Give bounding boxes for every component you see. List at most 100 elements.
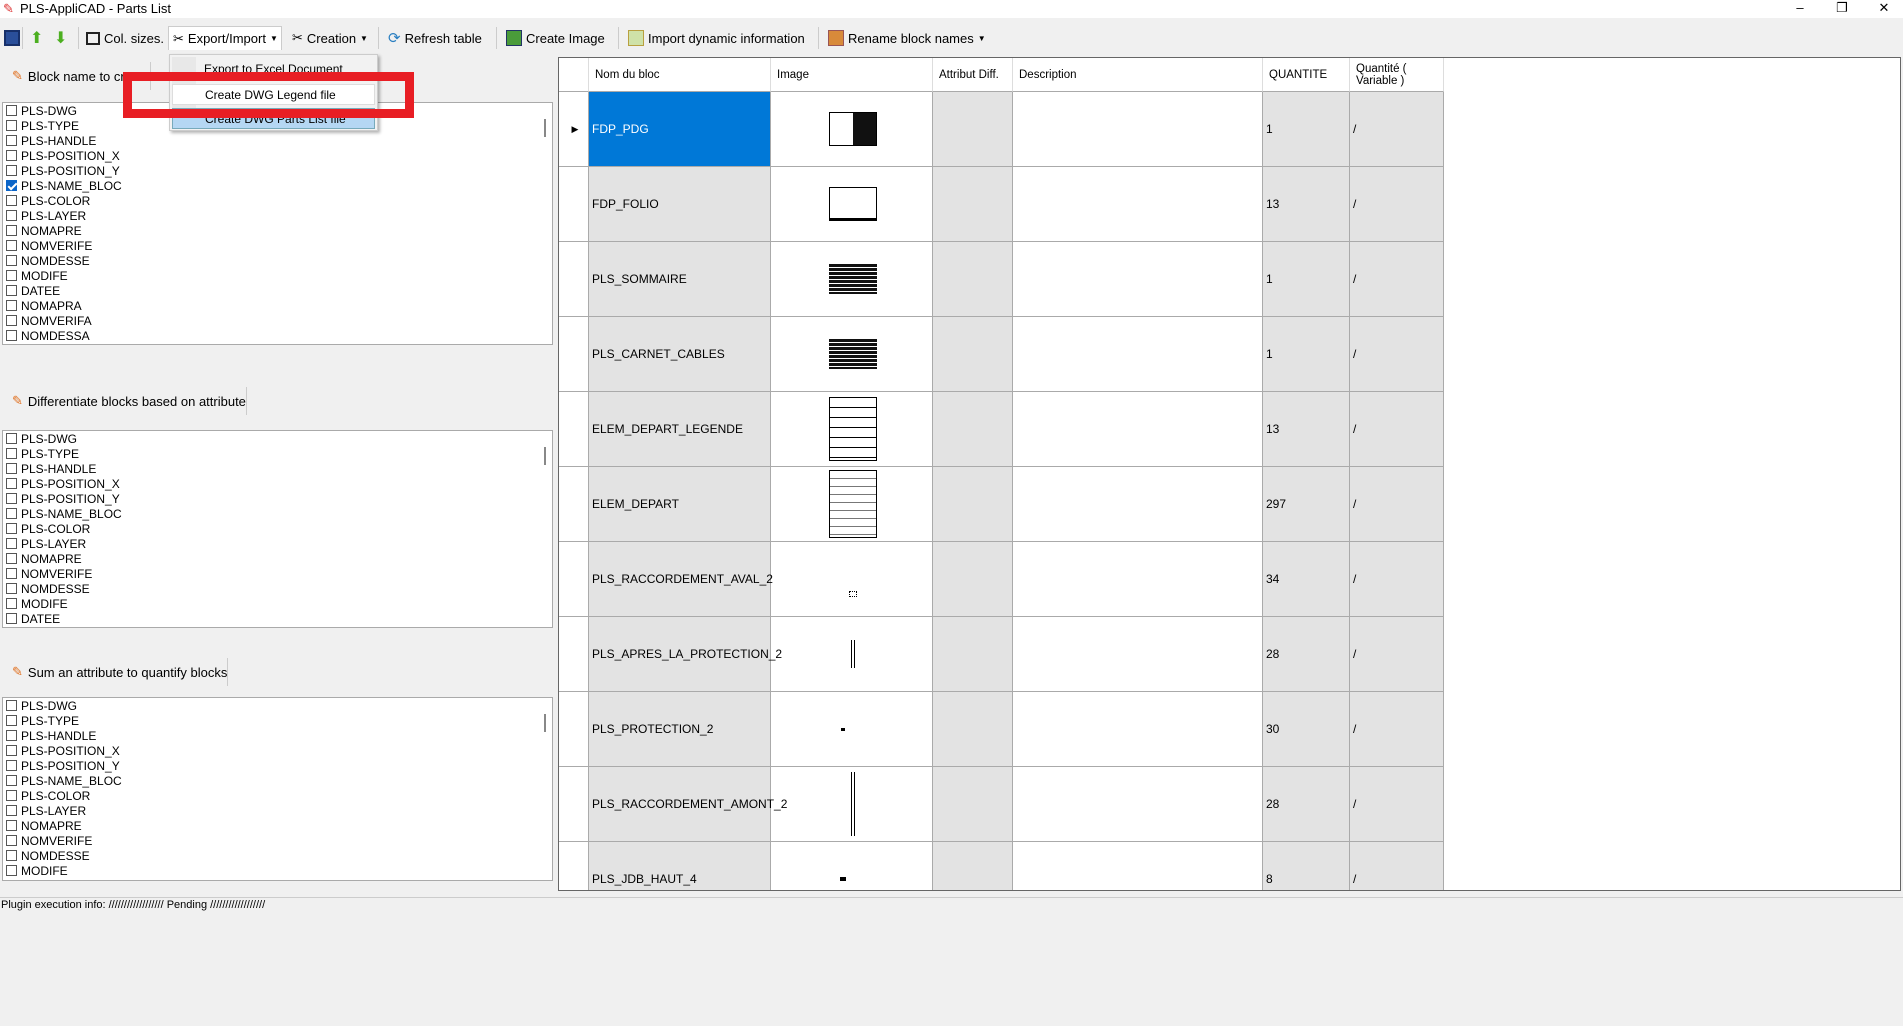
- list-item[interactable]: NOMAPRA: [3, 298, 552, 313]
- cell-quantite-variable[interactable]: /: [1350, 242, 1444, 317]
- rename-block-names-dropdown[interactable]: Rename block names ▼: [824, 26, 990, 50]
- row-header[interactable]: [559, 617, 589, 692]
- cell-attribut-diff[interactable]: [933, 842, 1013, 890]
- list-item[interactable]: PLS-LAYER: [3, 803, 552, 818]
- checkbox[interactable]: [6, 523, 17, 534]
- checkbox[interactable]: [6, 448, 17, 459]
- cell-description[interactable]: [1013, 167, 1263, 242]
- cell-attribut-diff[interactable]: [933, 92, 1013, 167]
- row-header[interactable]: [559, 692, 589, 767]
- creation-dropdown[interactable]: ✂ Creation ▼: [288, 26, 372, 50]
- cell-image[interactable]: [771, 617, 933, 692]
- row-header[interactable]: [559, 392, 589, 467]
- cell-quantite[interactable]: 28: [1263, 767, 1350, 842]
- cell-image[interactable]: [771, 467, 933, 542]
- list-item[interactable]: PLS-COLOR: [3, 788, 552, 803]
- row-header[interactable]: [559, 542, 589, 617]
- list-item[interactable]: PLS-HANDLE: [3, 461, 552, 476]
- list-item[interactable]: NOMDESSE: [3, 581, 552, 596]
- col-description-header[interactable]: Description: [1013, 58, 1263, 92]
- list-item[interactable]: PLS-POSITION_Y: [3, 163, 552, 178]
- list-item[interactable]: PLS-TYPE: [3, 118, 552, 133]
- row-header[interactable]: [559, 842, 589, 890]
- cell-quantite[interactable]: 13: [1263, 167, 1350, 242]
- checkbox[interactable]: [6, 568, 17, 579]
- cell-description[interactable]: [1013, 92, 1263, 167]
- cell-description[interactable]: [1013, 467, 1263, 542]
- checkbox[interactable]: [6, 508, 17, 519]
- checkbox[interactable]: [6, 433, 17, 444]
- cell-attribut-diff[interactable]: [933, 242, 1013, 317]
- cell-description[interactable]: [1013, 317, 1263, 392]
- checkbox[interactable]: [6, 745, 17, 756]
- checkbox[interactable]: [6, 105, 17, 116]
- list-item[interactable]: NOMAPRE: [3, 818, 552, 833]
- col-image-header[interactable]: Image: [771, 58, 933, 92]
- list-item[interactable]: DATEE: [3, 611, 552, 626]
- cell-attribut-diff[interactable]: [933, 542, 1013, 617]
- cell-quantite-variable[interactable]: /: [1350, 617, 1444, 692]
- checkbox[interactable]: [6, 240, 17, 251]
- row-header[interactable]: [559, 317, 589, 392]
- list-item[interactable]: PLS-DWG: [3, 698, 552, 713]
- cell-attribut-diff[interactable]: [933, 317, 1013, 392]
- checkbox[interactable]: [6, 850, 17, 861]
- checkbox[interactable]: [6, 165, 17, 176]
- col-quantite-variable-header[interactable]: Quantité ( Variable ): [1350, 58, 1444, 92]
- checkbox[interactable]: [6, 135, 17, 146]
- checkbox[interactable]: [6, 700, 17, 711]
- cell-quantite-variable[interactable]: /: [1350, 842, 1444, 890]
- minimize-button[interactable]: –: [1796, 0, 1804, 15]
- cell-description[interactable]: [1013, 842, 1263, 890]
- cell-image[interactable]: [771, 242, 933, 317]
- list-item[interactable]: PLS-COLOR: [3, 193, 552, 208]
- checkbox[interactable]: [6, 820, 17, 831]
- cell-block-name[interactable]: FDP_PDG: [589, 92, 771, 167]
- cell-attribut-diff[interactable]: [933, 617, 1013, 692]
- cell-attribut-diff[interactable]: [933, 392, 1013, 467]
- cell-quantite[interactable]: 28: [1263, 617, 1350, 692]
- list-item[interactable]: PLS-POSITION_X: [3, 743, 552, 758]
- cell-block-name[interactable]: PLS_SOMMAIRE: [589, 242, 771, 317]
- checkbox[interactable]: [6, 285, 17, 296]
- cell-quantite[interactable]: 1: [1263, 92, 1350, 167]
- cell-attribut-diff[interactable]: [933, 167, 1013, 242]
- checkbox[interactable]: [6, 493, 17, 504]
- cell-quantite-variable[interactable]: /: [1350, 692, 1444, 767]
- list-item[interactable]: PLS-HANDLE: [3, 133, 552, 148]
- cell-quantite[interactable]: 30: [1263, 692, 1350, 767]
- checkbox[interactable]: [6, 315, 17, 326]
- scrollbar[interactable]: [544, 119, 546, 137]
- col-sizes-button[interactable]: Col. sizes.: [82, 26, 168, 50]
- cell-description[interactable]: [1013, 392, 1263, 467]
- cell-description[interactable]: [1013, 767, 1263, 842]
- col-attribut-diff-header[interactable]: Attribut Diff.: [933, 58, 1013, 92]
- list-item[interactable]: PLS-HANDLE: [3, 728, 552, 743]
- list-item[interactable]: PLS-POSITION_X: [3, 148, 552, 163]
- checkbox[interactable]: [6, 835, 17, 846]
- row-header[interactable]: [559, 767, 589, 842]
- list-item[interactable]: PLS-DWG: [3, 103, 552, 118]
- save-button[interactable]: [0, 26, 24, 50]
- list-item[interactable]: NOMVERIFE: [3, 238, 552, 253]
- cell-quantite[interactable]: 34: [1263, 542, 1350, 617]
- list-item[interactable]: NOMVERIFE: [3, 833, 552, 848]
- checkbox[interactable]: [6, 583, 17, 594]
- list-item[interactable]: PLS-LAYER: [3, 536, 552, 551]
- cell-quantite[interactable]: 1: [1263, 242, 1350, 317]
- row-header[interactable]: [559, 242, 589, 317]
- close-button[interactable]: ✕: [1878, 0, 1890, 15]
- list-item[interactable]: MODIFE: [3, 863, 552, 878]
- list-item[interactable]: PLS-LAYER: [3, 208, 552, 223]
- list-item[interactable]: MODIFE: [3, 268, 552, 283]
- cell-image[interactable]: [771, 692, 933, 767]
- cell-image[interactable]: [771, 92, 933, 167]
- checkbox[interactable]: [6, 195, 17, 206]
- cell-description[interactable]: [1013, 542, 1263, 617]
- list-item[interactable]: PLS-NAME_BLOC: [3, 506, 552, 521]
- checkbox[interactable]: [6, 463, 17, 474]
- list-item[interactable]: NOMDESSE: [3, 253, 552, 268]
- cell-attribut-diff[interactable]: [933, 467, 1013, 542]
- cell-attribut-diff[interactable]: [933, 692, 1013, 767]
- checkbox[interactable]: [6, 300, 17, 311]
